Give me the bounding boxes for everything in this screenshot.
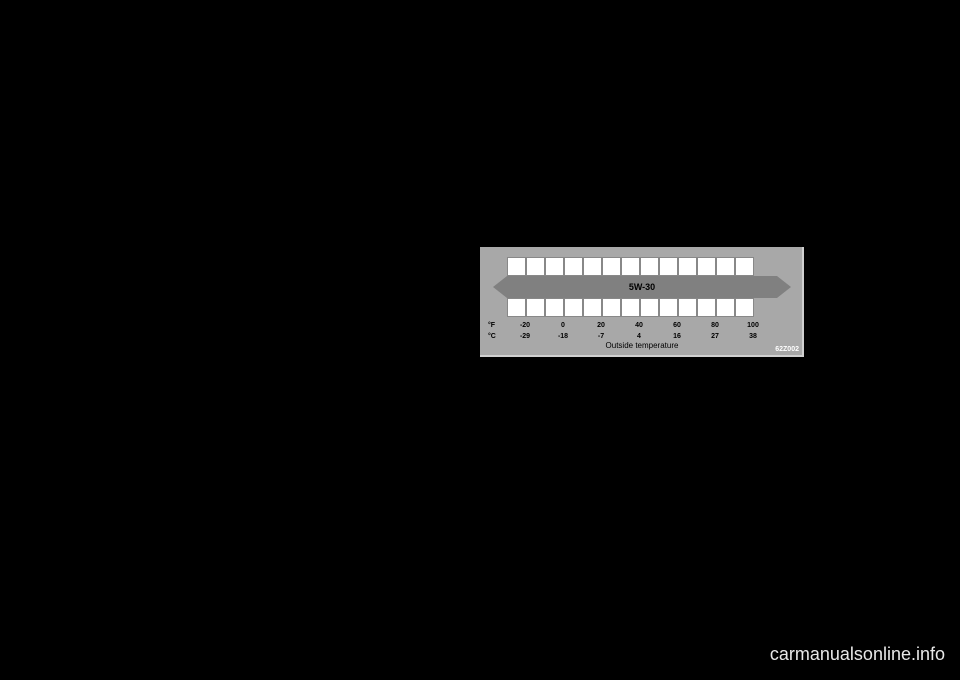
unit-c: °C [488,333,506,340]
scale-box [583,298,602,317]
f-tick: 0 [544,322,582,329]
c-tick-labels: -29 -18 -7 4 16 27 38 [506,333,778,340]
scale-box [526,257,545,276]
scale-box [564,298,583,317]
scale-box [678,257,697,276]
lower-box-row [507,298,754,317]
c-tick: -7 [582,333,620,340]
oil-viscosity-chart: 5W-30 °F -20 0 20 40 60 80 100 [480,247,804,357]
scale-box [659,298,678,317]
axis-labels: °F -20 0 20 40 60 80 100 °C -29 -18 -7 4… [488,320,778,342]
upper-box-row [507,257,754,276]
scale-box [640,298,659,317]
figure-code: 62Z002 [775,346,799,353]
viscosity-label: 5W-30 [629,282,655,292]
unit-f: °F [488,322,506,329]
f-tick: 20 [582,322,620,329]
c-tick: 4 [620,333,658,340]
scale-box [678,298,697,317]
watermark: carmanualsonline.info [770,644,945,665]
f-tick: 100 [734,322,772,329]
chart-caption: Outside temperature [480,341,804,350]
c-tick: -18 [544,333,582,340]
arrow-body: 5W-30 [507,276,777,298]
fahrenheit-row: °F -20 0 20 40 60 80 100 [488,320,778,330]
scale-box [621,298,640,317]
scale-box [507,298,526,317]
scale-box [602,257,621,276]
c-tick: -29 [506,333,544,340]
scale-box [583,257,602,276]
arrow-right-icon [777,276,791,298]
scale-box [564,257,583,276]
f-tick: 40 [620,322,658,329]
scale-box [659,257,678,276]
arrow-left-icon [493,276,507,298]
scale-box [640,257,659,276]
c-tick: 16 [658,333,696,340]
scale-box [602,298,621,317]
scale-box [716,257,735,276]
c-tick: 27 [696,333,734,340]
scale-box [545,298,564,317]
scale-box [716,298,735,317]
c-tick: 38 [734,333,772,340]
scale-box [621,257,640,276]
f-tick: -20 [506,322,544,329]
scale-box [735,257,754,276]
scale-box [735,298,754,317]
scale-box [526,298,545,317]
scale-box [697,298,716,317]
scale-box [545,257,564,276]
celsius-row: °C -29 -18 -7 4 16 27 38 [488,331,778,341]
viscosity-range-arrow: 5W-30 [493,276,791,298]
scale-box [507,257,526,276]
f-tick: 80 [696,322,734,329]
f-tick-labels: -20 0 20 40 60 80 100 [506,322,778,329]
f-tick: 60 [658,322,696,329]
scale-box [697,257,716,276]
